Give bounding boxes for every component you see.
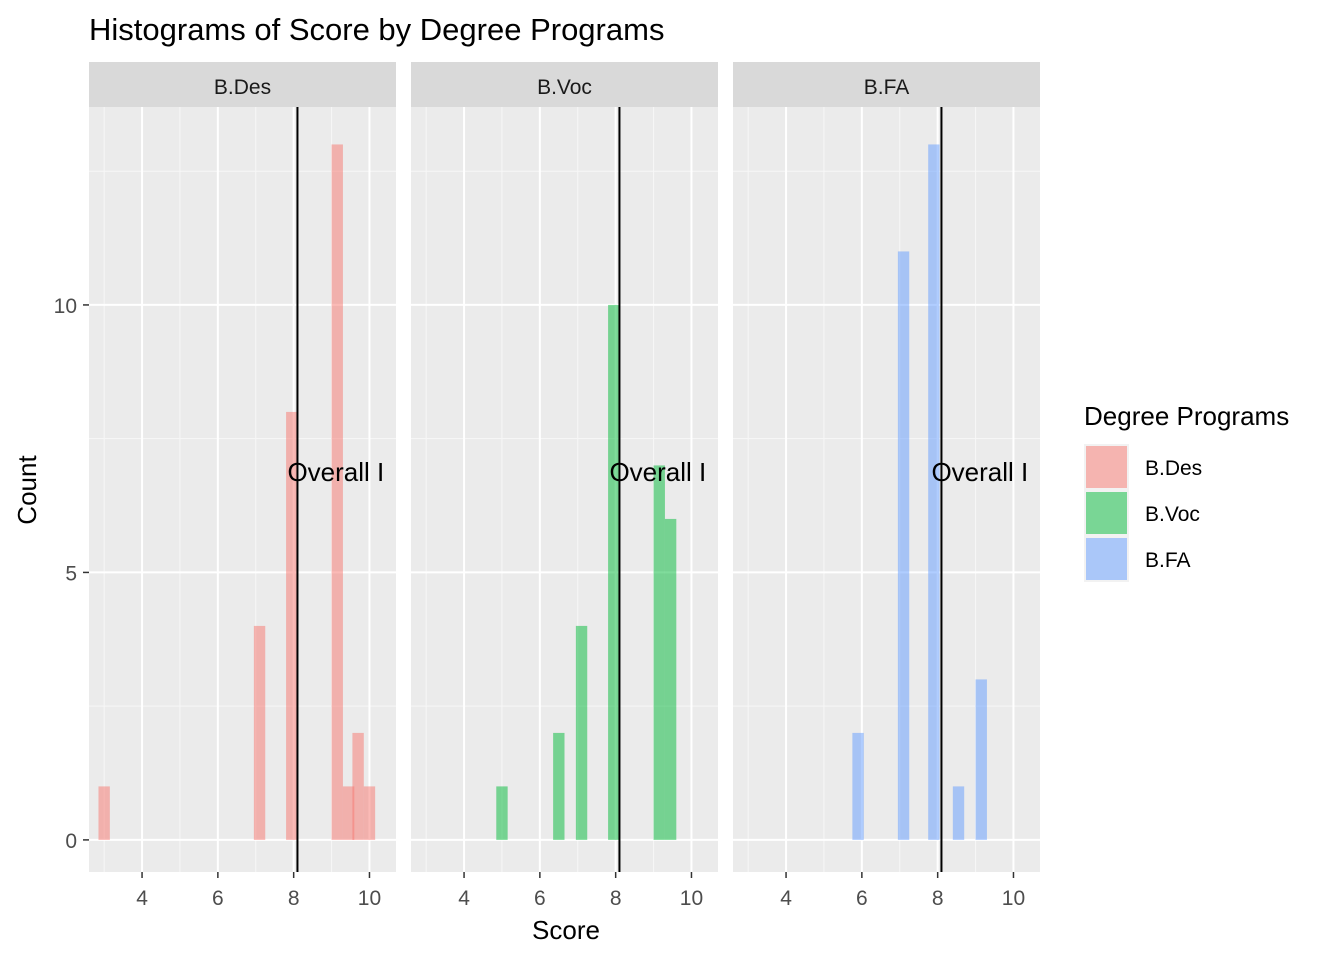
histogram-bar — [975, 679, 987, 840]
facet-strip-label: B.FA — [864, 76, 910, 99]
x-tick-label: 8 — [932, 887, 944, 910]
legend-item: B.Voc — [1084, 490, 1200, 536]
legend-title: Degree Programs — [1084, 401, 1289, 431]
facet-panel-b-des: B.Des Overall I 4 6 8 10 — [89, 62, 396, 910]
legend-swatch — [1086, 446, 1127, 488]
histogram-bar — [331, 144, 343, 840]
histogram-bar — [253, 625, 266, 840]
y-tick-label: 10 — [54, 295, 77, 318]
x-tick-label: 4 — [136, 887, 148, 910]
y-tick-label: 0 — [65, 830, 77, 853]
y-axis: 0 5 10 — [54, 295, 89, 853]
histogram-bar — [653, 465, 665, 840]
x-tick-label: 8 — [610, 887, 622, 910]
x-tick-label: 6 — [212, 887, 224, 910]
histogram-bar — [352, 732, 364, 840]
chart-title: Histograms of Score by Degree Programs — [89, 12, 664, 47]
legend-label: B.FA — [1145, 549, 1191, 572]
legend-label: B.Voc — [1145, 503, 1200, 526]
x-tick-label: 8 — [288, 887, 300, 910]
legend-item: B.Des — [1084, 444, 1202, 490]
y-axis-title: Count — [12, 455, 42, 525]
facet-panel-b-fa: B.FA Overall I 4 6 8 10 — [733, 62, 1040, 910]
x-tick-label: 6 — [534, 887, 546, 910]
x-tick-label: 10 — [1002, 887, 1025, 910]
histogram-bar — [608, 304, 620, 840]
facet-panel-b-voc: B.Voc Overall I 4 6 8 10 — [411, 62, 718, 910]
legend-label: B.Des — [1145, 457, 1202, 480]
facet-strip-label: B.Voc — [537, 76, 592, 99]
legend-item: B.FA — [1084, 536, 1191, 582]
histogram-bar — [897, 251, 910, 840]
facet-strip — [89, 62, 396, 107]
histogram-bar — [928, 144, 940, 840]
histogram-bar — [342, 786, 355, 840]
histogram-bar — [553, 732, 565, 840]
histogram-bar — [664, 518, 677, 840]
legend: Degree Programs B.Des B.Voc B.FA — [1084, 401, 1289, 582]
x-tick-label: 4 — [780, 887, 792, 910]
panel-background — [89, 107, 396, 872]
histogram-bar — [363, 786, 376, 840]
facet-strip-label: B.Des — [214, 76, 271, 99]
histogram-bar — [575, 625, 588, 840]
panel-background — [733, 107, 1040, 872]
facet-strip — [411, 62, 718, 107]
x-axis-title: Score — [532, 915, 600, 945]
x-tick-label: 10 — [358, 887, 381, 910]
histogram-bar — [98, 786, 110, 840]
legend-swatch — [1086, 538, 1127, 580]
overall-mean-label: Overall I — [287, 457, 384, 487]
histogram-bar — [852, 732, 864, 840]
histogram-bar — [496, 786, 508, 840]
overall-mean-label: Overall I — [931, 457, 1028, 487]
overall-mean-label: Overall I — [609, 457, 706, 487]
x-tick-label: 4 — [458, 887, 470, 910]
histogram-bar — [952, 786, 965, 840]
facet-strip — [733, 62, 1040, 107]
legend-swatch — [1086, 492, 1127, 534]
y-tick-label: 5 — [65, 562, 77, 585]
x-tick-label: 6 — [856, 887, 868, 910]
x-tick-label: 10 — [680, 887, 703, 910]
histogram-bar — [286, 411, 298, 840]
